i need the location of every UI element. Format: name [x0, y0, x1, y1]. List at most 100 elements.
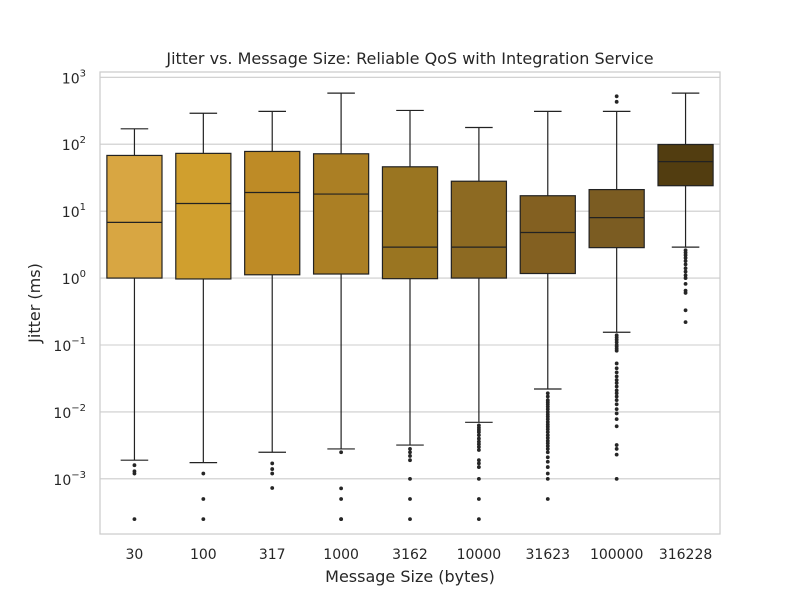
outlier-point	[339, 497, 344, 501]
outlier-point	[545, 465, 550, 469]
x-tick-label: 317	[259, 547, 286, 563]
outlier-point	[476, 442, 481, 447]
outlier-point	[614, 340, 619, 345]
box-iqr	[244, 150, 301, 276]
outlier-point	[476, 476, 481, 481]
outlier-point	[408, 497, 412, 501]
box-group-31623	[519, 110, 576, 501]
outlier-point	[683, 253, 688, 258]
outlier-point	[683, 308, 688, 313]
chart-title: Jitter vs. Message Size: Reliable QoS wi…	[165, 49, 653, 68]
outlier-point	[614, 378, 619, 382]
outlier-point	[339, 517, 344, 522]
outlier-point	[201, 517, 206, 522]
outlier-point	[132, 463, 137, 468]
outlier-point	[545, 391, 550, 396]
x-axis-label: Message Size (bytes)	[325, 567, 495, 586]
outlier-point	[408, 454, 412, 458]
outlier-point	[545, 471, 550, 476]
box-group-100	[175, 112, 232, 522]
box-iqr	[450, 180, 508, 279]
y-tick-label: 10−3	[53, 470, 86, 489]
outlier-point	[339, 450, 344, 455]
outlier-point	[132, 471, 137, 476]
y-tick-label: 10−1	[53, 336, 86, 355]
outlier-point	[132, 517, 137, 522]
box-iqr	[381, 166, 439, 280]
y-axis-label: Jitter (ms)	[25, 263, 44, 344]
outlier-point	[614, 411, 619, 416]
outlier-point	[614, 361, 619, 366]
outlier-point	[683, 281, 688, 286]
y-tick-label: 103	[62, 68, 86, 87]
y-tick-label: 101	[62, 202, 86, 221]
box-iqr	[519, 195, 576, 275]
outlier-point	[614, 99, 619, 104]
outlier-point	[614, 424, 619, 429]
box-group-3162	[381, 109, 439, 522]
box-iqr	[106, 154, 163, 279]
outlier-point	[614, 94, 619, 99]
outlier-point	[408, 447, 412, 451]
outlier-point	[201, 471, 206, 476]
box-group-10000	[450, 126, 508, 522]
y-tick-labels: 10−3 10−2 10−1 100 101 102 103	[53, 68, 86, 489]
outlier-point	[408, 476, 412, 481]
outlier-point	[476, 461, 481, 466]
x-tick-label: 316228	[659, 547, 712, 563]
x-tick-label: 100	[190, 547, 217, 563]
outlier-point	[270, 461, 275, 466]
outlier-point	[683, 266, 688, 271]
outlier-point	[614, 476, 619, 481]
outlier-point	[614, 381, 619, 385]
outlier-point	[408, 450, 412, 455]
outlier-point	[545, 430, 550, 434]
outlier-point	[545, 394, 550, 399]
outlier-point	[545, 444, 550, 448]
box-iqr	[657, 143, 714, 187]
outlier-point	[614, 407, 619, 412]
outlier-point	[614, 370, 619, 375]
outlier-point	[683, 273, 688, 278]
y-tick-label: 102	[62, 135, 86, 154]
box-group-317	[244, 110, 301, 490]
outlier-point	[408, 458, 412, 463]
outlier-point	[614, 348, 619, 353]
outlier-point	[683, 262, 688, 267]
outlier-point	[545, 497, 550, 501]
outlier-point	[339, 486, 344, 491]
outlier-point	[614, 384, 619, 389]
x-tick-label: 3162	[392, 547, 428, 563]
outlier-point	[201, 497, 206, 501]
outlier-point	[683, 276, 688, 280]
outlier-point	[683, 320, 688, 324]
outlier-point	[614, 452, 619, 457]
outlier-point	[545, 447, 550, 451]
outlier-point	[476, 465, 481, 469]
outlier-point	[614, 443, 619, 447]
outlier-point	[270, 471, 275, 476]
outlier-point	[545, 427, 550, 432]
box-group-316228	[657, 92, 714, 324]
outlier-point	[614, 391, 619, 396]
box-group-1000	[312, 92, 370, 522]
box-iqr	[312, 153, 370, 275]
outlier-point	[545, 433, 550, 438]
outlier-point	[270, 486, 275, 490]
outlier-point	[270, 467, 275, 471]
x-tick-label: 100000	[590, 547, 643, 563]
x-tick-label: 10000	[457, 547, 502, 563]
outlier-point	[614, 394, 619, 399]
outlier-point	[683, 259, 688, 263]
outlier-point	[476, 448, 481, 452]
box-iqr	[588, 188, 645, 249]
outlier-point	[614, 447, 619, 451]
box-iqr	[175, 152, 232, 280]
outlier-point	[545, 441, 550, 446]
outlier-point	[683, 269, 688, 274]
boxes	[106, 92, 714, 522]
outlier-point	[545, 476, 550, 481]
outlier-point	[614, 417, 619, 422]
outlier-point	[476, 436, 481, 441]
